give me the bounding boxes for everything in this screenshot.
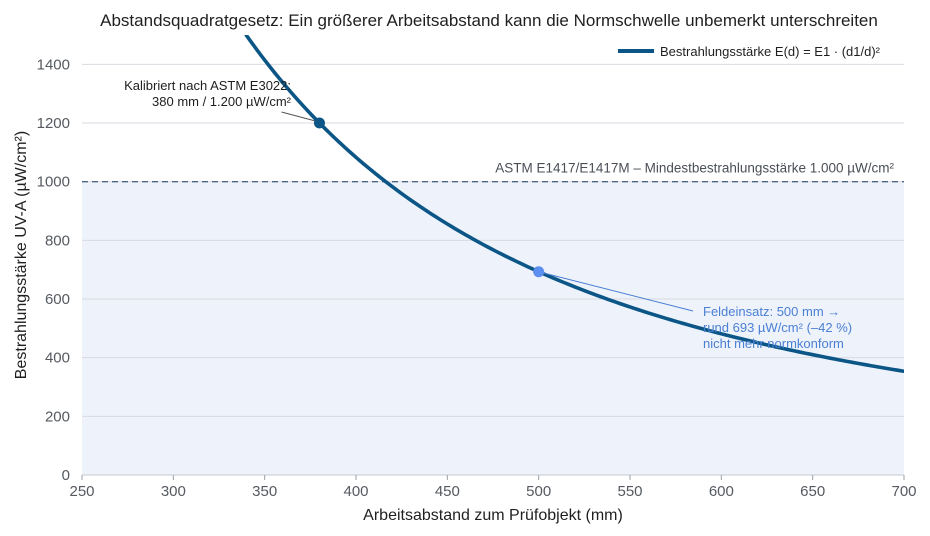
y-tick-label: 800: [45, 232, 70, 249]
x-axis-title: Arbeitsabstand zum Prüfobjekt (mm): [363, 507, 623, 524]
x-tick-label: 450: [435, 483, 460, 500]
calibration-point: [313, 117, 325, 129]
x-tick-label: 250: [69, 483, 94, 500]
x-tick-label: 650: [800, 483, 825, 500]
y-tick-label: 0: [62, 467, 70, 484]
calibration-label-line-2: 380 mm / 1.200 µW/cm²: [152, 94, 292, 109]
x-tick-label: 700: [891, 483, 916, 500]
y-tick-label: 400: [45, 350, 70, 367]
legend-label: Bestrahlungsstärke E(d) = E1 · (d1/d)²: [660, 44, 881, 59]
threshold-label: ASTM E1417/E1417M – Mindestbestrahlungss…: [495, 161, 894, 176]
x-tick-label: 400: [343, 483, 368, 500]
y-tick-label: 200: [45, 408, 70, 425]
field-label-line-2: rund 693 µW/cm² (–42 %): [703, 320, 852, 335]
chart-title: Abstandsquadratgesetz: Ein größerer Arbe…: [100, 11, 878, 30]
field-label-line-1: Feldeinsatz: 500 mm →: [703, 304, 840, 319]
field-point: [533, 266, 545, 278]
y-tick-label: 1400: [37, 56, 70, 73]
irradiance-curve: [244, 35, 904, 374]
y-tick-label: 1000: [37, 174, 70, 191]
field-label-line-3: nicht mehr normkonform: [703, 336, 844, 351]
calibration-label-line-1: Kalibriert nach ASTM E3022:: [124, 78, 291, 93]
calibration-leader-line: [281, 111, 316, 122]
y-axis-title: Bestrahlungsstärke UV-A (µW/cm²): [13, 131, 30, 379]
x-tick-label: 550: [617, 483, 642, 500]
below-threshold-region: [82, 181, 904, 475]
x-tick-label: 500: [526, 483, 551, 500]
y-tick-label: 1200: [37, 115, 70, 132]
x-tick-label: 300: [161, 483, 186, 500]
x-tick-label: 350: [252, 483, 277, 500]
x-tick-label: 600: [709, 483, 734, 500]
y-tick-label: 600: [45, 291, 70, 308]
field-leader-line: [542, 272, 694, 312]
